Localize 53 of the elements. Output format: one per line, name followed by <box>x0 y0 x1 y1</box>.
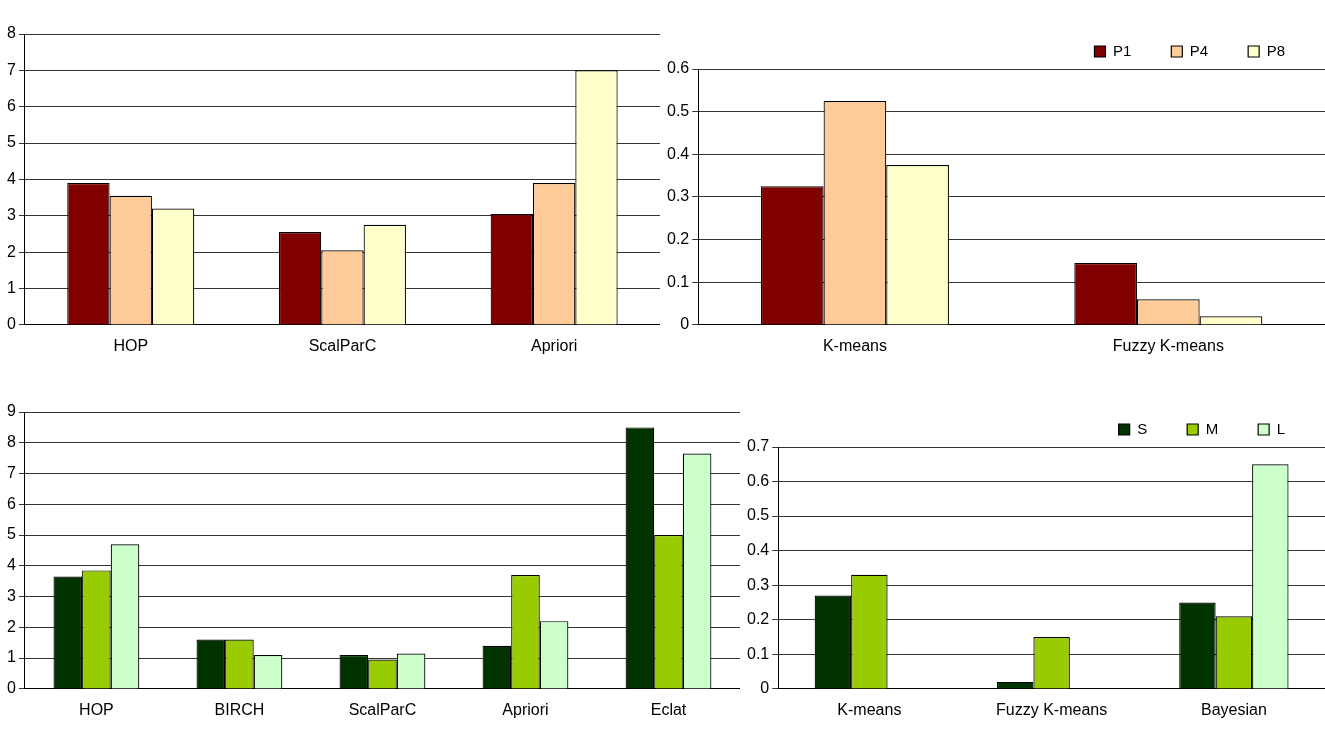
legend-label: L <box>1276 419 1285 437</box>
y-tick-label: 0.2 <box>666 229 690 247</box>
y-tick-label: 7 <box>6 463 16 481</box>
x-tick-label: ScalParC <box>308 336 377 354</box>
y-tick-label: 0.1 <box>666 272 690 290</box>
y-tick-label: 0 <box>6 679 16 697</box>
y-tick-label: 6 <box>6 494 16 512</box>
y-tick-label: 0.7 <box>746 437 770 455</box>
legend-label: P1 <box>1112 41 1132 59</box>
y-tick-label: 0.5 <box>746 506 770 524</box>
y-tick-label: 3 <box>6 586 16 604</box>
y-tick-label: 0 <box>680 315 690 333</box>
y-tick-label: 8 <box>6 433 16 451</box>
x-tick-label: BIRCH <box>214 700 265 718</box>
y-tick-label: 2 <box>6 617 16 635</box>
y-tick-label: 6 <box>6 97 16 115</box>
y-tick-label: 0.6 <box>746 471 770 489</box>
y-tick-label: 9 <box>6 402 16 420</box>
x-tick-label: Apriori <box>502 700 549 718</box>
y-tick-label: 8 <box>6 24 16 42</box>
y-tick-label: 7 <box>6 60 16 78</box>
x-tick-label: HOP <box>113 336 149 354</box>
y-tick-label: 0.3 <box>746 575 770 593</box>
y-tick-label: 4 <box>6 169 16 187</box>
y-tick-label: 1 <box>6 648 16 666</box>
y-tick-label: 0 <box>760 679 770 697</box>
x-tick-label: ScalParC <box>348 700 417 718</box>
y-tick-label: 5 <box>6 525 16 543</box>
y-tick-label: 0.3 <box>666 187 690 205</box>
x-tick-label: Fuzzy K-means <box>996 700 1108 718</box>
y-tick-label: 0.1 <box>746 644 770 662</box>
legend-label: P8 <box>1266 41 1286 59</box>
y-tick-label: 0.4 <box>666 144 690 162</box>
y-tick-label: 4 <box>6 556 16 574</box>
y-tick-label: 0 <box>6 315 16 333</box>
x-tick-label: K-means <box>822 336 887 354</box>
x-tick-label: K-means <box>837 700 902 718</box>
x-tick-label: Apriori <box>531 336 578 354</box>
x-tick-label: Bayesian <box>1200 700 1267 718</box>
y-tick-label: 3 <box>6 206 16 224</box>
y-tick-label: 0.2 <box>746 610 770 628</box>
legend-label: P4 <box>1189 41 1209 59</box>
legend-label: M <box>1205 419 1219 437</box>
y-tick-label: 2 <box>6 242 16 260</box>
x-tick-label: HOP <box>79 700 114 718</box>
x-tick-label: Fuzzy K-means <box>1112 336 1224 354</box>
y-tick-label: 0.5 <box>666 102 690 120</box>
y-tick-label: 0.6 <box>666 59 690 77</box>
legend-label: S <box>1137 419 1148 437</box>
x-tick-label: Eclat <box>650 700 687 718</box>
y-tick-label: 0.4 <box>746 541 770 559</box>
y-tick-label: 5 <box>6 133 16 151</box>
y-tick-label: 1 <box>6 278 16 296</box>
